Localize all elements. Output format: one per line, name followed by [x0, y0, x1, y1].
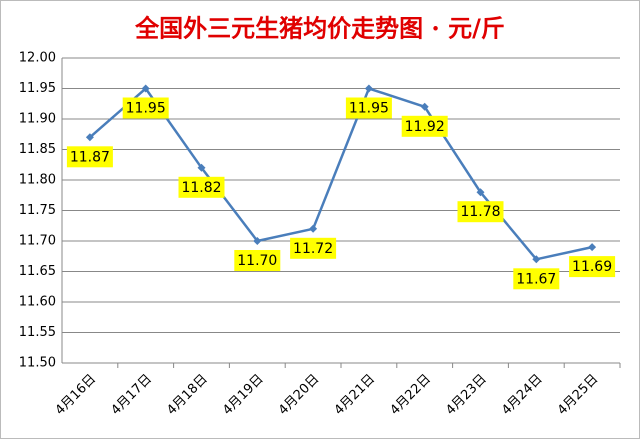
value-label-text: 11.67: [516, 271, 556, 287]
value-label-text: 11.92: [405, 119, 445, 135]
marker: [588, 243, 597, 252]
y-tick-label: 11.50: [19, 356, 56, 371]
y-tick-label: 11.60: [19, 295, 56, 310]
marker: [364, 84, 373, 93]
value-label: 11.95: [122, 97, 169, 119]
marker: [476, 188, 485, 197]
value-label-box: [457, 201, 504, 223]
y-tick-label: 11.70: [19, 234, 56, 249]
value-label-text: 11.95: [126, 101, 166, 117]
value-label: 11.67: [513, 268, 560, 290]
value-label-box: [234, 250, 281, 271]
value-label-box: [401, 115, 448, 137]
value-label-box: [66, 146, 113, 168]
marker: [85, 133, 94, 142]
value-label-box: [122, 97, 169, 119]
value-label-text: 11.82: [181, 180, 221, 196]
y-tick-label: 11.85: [19, 142, 56, 157]
value-label-text: 11.69: [572, 259, 612, 275]
value-label: 11.78: [457, 201, 504, 223]
marker: [197, 163, 206, 172]
value-label-text: 11.78: [460, 204, 500, 220]
marker: [420, 102, 429, 111]
y-tick-label: 11.55: [19, 325, 56, 340]
value-label-text: 11.87: [70, 149, 110, 165]
value-label-text: 11.72: [293, 241, 333, 257]
marker: [532, 255, 541, 264]
value-label-text: 11.95: [349, 101, 389, 117]
value-label-box: [569, 256, 616, 278]
value-label: 11.95: [345, 97, 392, 119]
value-label: 11.69: [569, 256, 616, 278]
y-tick-label: 11.90: [19, 112, 56, 127]
value-label-box: [178, 176, 225, 198]
marker: [309, 224, 318, 233]
marker: [141, 84, 150, 93]
value-label: 11.92: [401, 115, 448, 137]
value-label-box: [513, 268, 560, 290]
y-tick-label: 12.00: [19, 51, 56, 66]
value-label: 11.87: [66, 146, 113, 168]
value-label: 11.82: [178, 176, 225, 198]
y-tick-label: 11.95: [19, 81, 56, 96]
line: [89, 86, 593, 261]
value-label-box: [290, 237, 337, 259]
y-tick-label: 11.65: [19, 264, 56, 279]
value-label-text: 11.70: [237, 253, 277, 269]
y-tick-label: 11.80: [19, 173, 56, 188]
value-label-box: [345, 97, 392, 119]
value-label: 11.70: [234, 250, 281, 271]
marker: [253, 237, 262, 245]
y-tick-label: 11.75: [19, 203, 56, 218]
chart-title: 全国外三元生猪均价走势图 · 元/斤: [134, 14, 505, 43]
value-label: 11.72: [290, 237, 337, 259]
